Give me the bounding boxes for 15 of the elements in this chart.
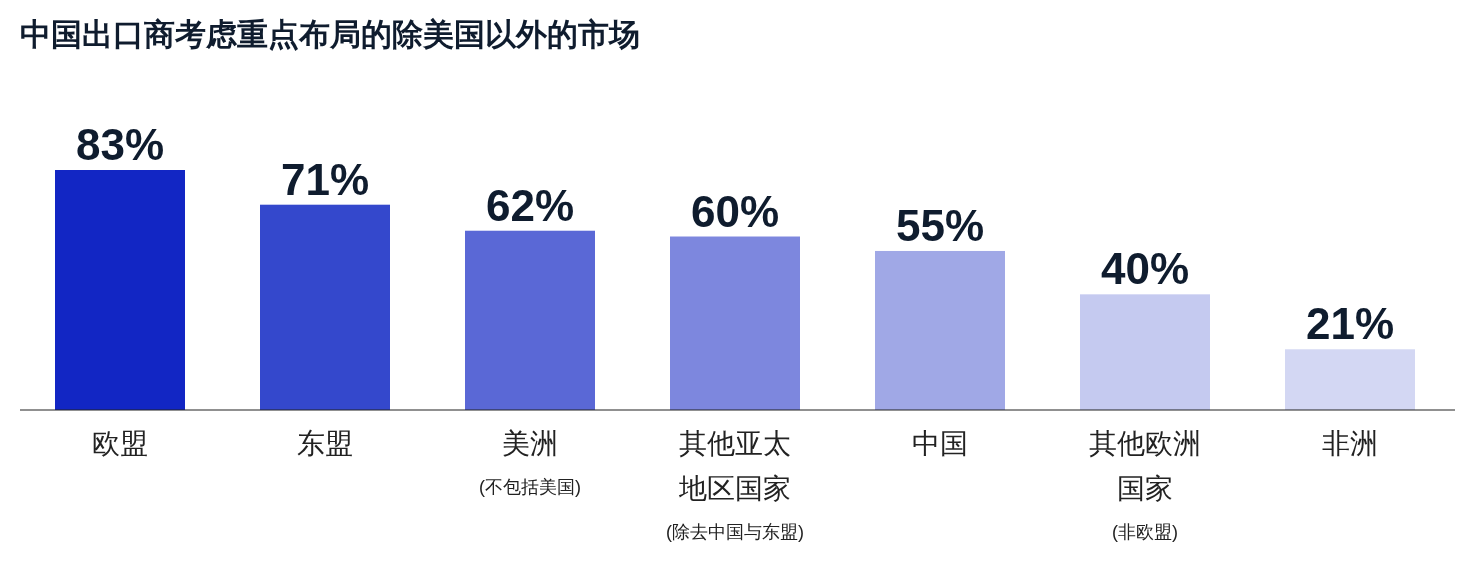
data-label: 21% bbox=[1305, 299, 1395, 349]
chart-title: 中国出口商考虑重点布局的除美国以外的市场 bbox=[20, 17, 640, 52]
data-label: 55% bbox=[895, 200, 985, 250]
x-tick-label: 中国 bbox=[912, 428, 968, 459]
data-label: 40% bbox=[1100, 244, 1190, 294]
x-tick-label: 美洲(不包括美国) bbox=[479, 428, 581, 497]
data-label: 71% bbox=[280, 154, 370, 204]
data-label: 83% bbox=[75, 120, 165, 169]
x-tick-label: 其他亚太地区国家(除去中国与东盟) bbox=[666, 428, 804, 542]
x-tick-label: 非洲 bbox=[1322, 428, 1378, 459]
x-tick-label: 其他欧洲国家(非欧盟) bbox=[1089, 428, 1201, 542]
x-tick-label: 东盟 bbox=[297, 428, 353, 459]
x-tick-label: 欧盟 bbox=[92, 428, 148, 459]
data-label: 62% bbox=[485, 180, 575, 230]
data-label: 60% bbox=[690, 186, 780, 236]
